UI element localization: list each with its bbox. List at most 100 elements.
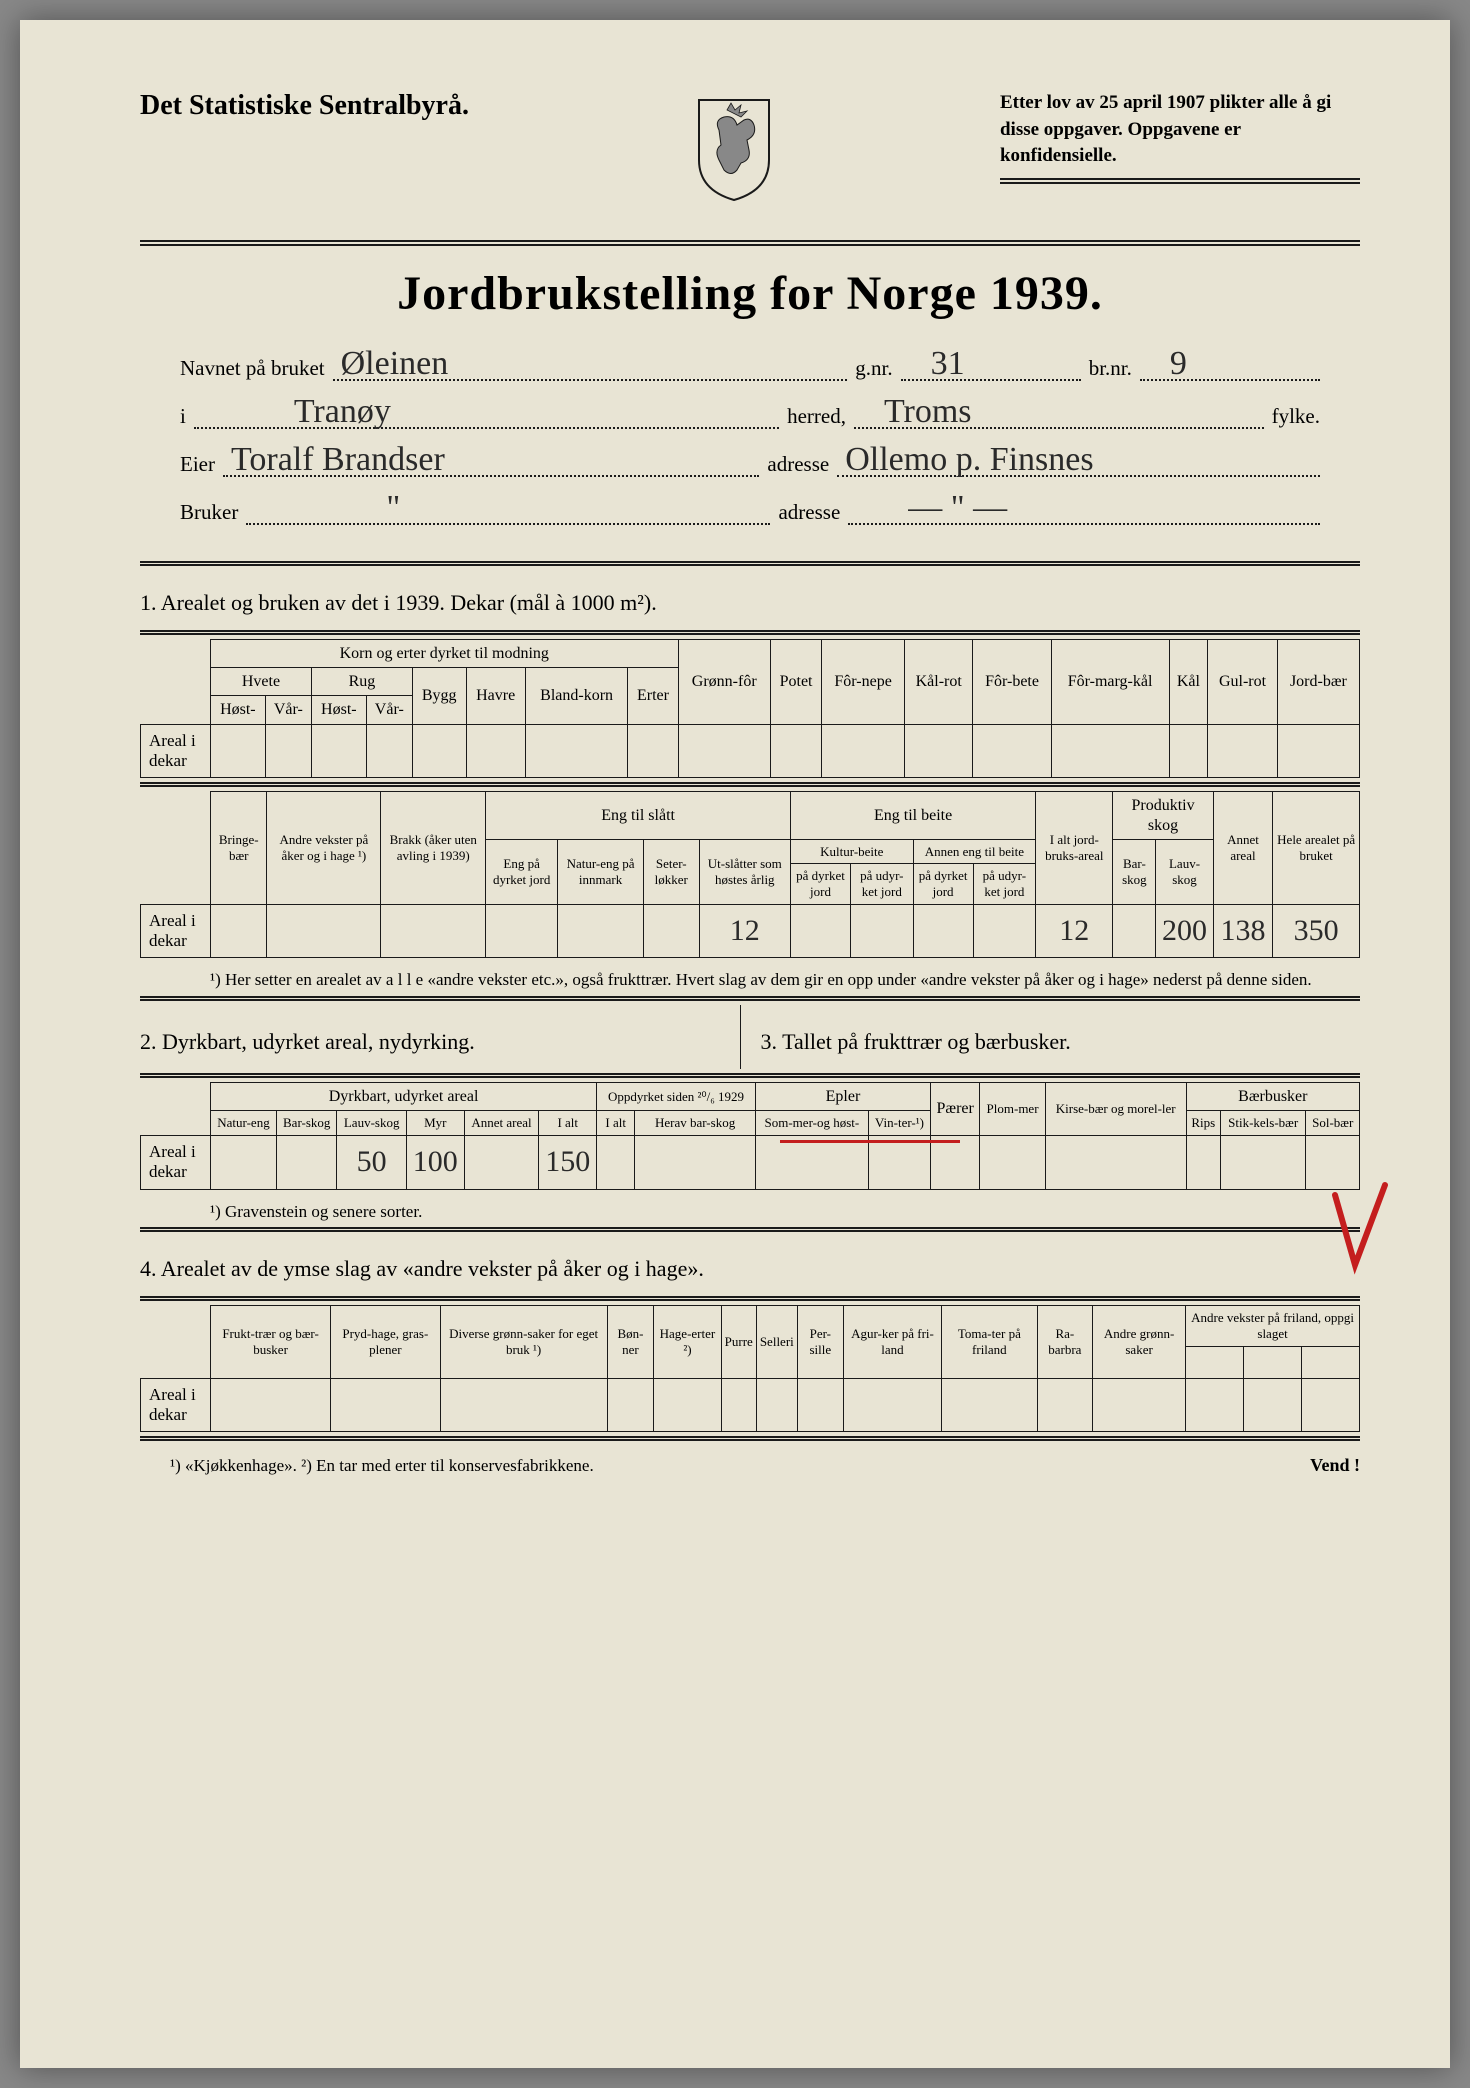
fylke-label: fylke. [1272,404,1320,429]
divider-1b [140,782,1360,787]
farm-name-line: Navnet på bruket Øleinen g.nr. 31 br.nr.… [180,353,1320,381]
s2-lauvskog: Lauv-skog [337,1111,407,1136]
t1-potet: Potet [770,640,821,725]
s2-oppdyrket: Oppdyrket siden ²⁰/₆ 1929 [597,1083,756,1111]
user-addr-value: — " — [908,489,1007,527]
t2-brakk: Brakk (åker uten avling i 1939) [381,792,486,904]
brnr-field: 9 [1140,353,1320,381]
user-line: Bruker " adresse — " — [180,497,1320,525]
law-rule-line [1000,178,1360,184]
user-label: Bruker [180,500,238,525]
s4-frukt: Frukt-trær og bær-busker [211,1306,331,1378]
t1-blandkorn: Bland-korn [525,668,628,724]
red-checkmark-icon [1330,1180,1390,1280]
t2-engdyrket: Eng på dyrket jord [486,839,558,904]
t2-annet: Annet areal [1213,792,1273,904]
t1-erter: Erter [628,668,678,724]
law-notice-text: Etter lov av 25 april 1907 plikter alle … [1000,90,1360,170]
t2-anneneng: Annen eng til beite [913,839,1036,864]
s3-solbaer: Sol-bær [1306,1111,1360,1136]
s3-baerbusker: Bærbusker [1186,1083,1359,1111]
t1-jordbaer: Jord-bær [1277,640,1359,725]
t1-rug: Rug [311,668,412,696]
s3-stikkels: Stik-kels-bær [1220,1111,1306,1136]
s3-kirsebaer: Kirse-bær og morel-ler [1045,1083,1186,1136]
s2-dyrkbart: Dyrkbart, udyrket areal [211,1083,597,1111]
t1-bygg: Bygg [412,668,466,724]
owner-line: Eier Toralf Brandser adresse Ollemo p. F… [180,449,1320,477]
t2-kb-udyrket: på udyr-ket jord [851,864,914,904]
t2-ae-udyrket: på udyr-ket jord [973,864,1036,904]
t2-kulturbeite: Kultur-beite [791,839,914,864]
s3-sommer: Som-mer-og høst- [755,1111,868,1136]
t1-rug-host: Høst- [311,696,366,724]
owner-value: Toralf Brandser [231,441,445,479]
t2-barskog: Bar-skog [1113,839,1156,904]
herred-field: Tranøy [194,401,779,429]
herred-label: herred, [787,404,846,429]
s2-ialt-h2: I alt [597,1111,635,1136]
owner-addr-field: Ollemo p. Finsnes [837,449,1320,477]
brnr-label: br.nr. [1089,356,1132,381]
t2-andrevekster: Andre vekster på åker og i hage ¹) [267,792,381,904]
herred-line: i Tranøy herred, Troms fylke. [180,401,1320,429]
s3-plommer: Plom-mer [980,1083,1046,1136]
t1-gulrot: Gul-rot [1208,640,1278,725]
divider-4 [140,1436,1360,1441]
s4-persille: Per-sille [797,1306,843,1378]
t2-kb-dyrket: på dyrket jord [791,864,851,904]
farm-name-value: Øleinen [341,345,449,383]
user-addr-field: — " — [848,497,1320,525]
section3-heading: 3. Tallet på frukttrær og bærbusker. [761,1029,1361,1055]
red-underline-1 [780,1140,960,1143]
s2-val-ialt: 150 [539,1135,597,1189]
t2-ae-dyrket: på dyrket jord [913,864,973,904]
section23-rule [140,1073,1360,1078]
t2-eng-slatt: Eng til slått [486,792,791,839]
s2-natureng: Natur-eng [211,1111,277,1136]
t1b-row-label: Areal i dekar [141,904,211,958]
header-row: Det Statistiske Sentralbyrå. Etter lov a… [140,90,1360,210]
s3-paerer: Pærer [931,1083,980,1136]
main-title: Jordbrukstelling for Norge 1939. [140,266,1360,321]
t1-formargkal: Fôr-marg-kål [1051,640,1169,725]
farm-name-label: Navnet på bruket [180,356,325,381]
s2-ialt-h: I alt [539,1111,597,1136]
coat-of-arms-icon [684,90,784,210]
t1-rug-var: Vår- [366,696,412,724]
s4-andregronn: Andre grønn-saker [1093,1306,1186,1378]
divider-3 [140,1227,1360,1232]
val-hele: 350 [1273,904,1360,958]
t2-eng-beite: Eng til beite [791,792,1036,839]
section1-heading: 1. Arealet og bruken av det i 1939. Deka… [140,590,1360,616]
t1-havre: Havre [466,668,525,724]
t2-seter: Seter-løkker [643,839,699,904]
t2-natureng: Natur-eng på innmark [558,839,644,904]
section2-heading: 2. Dyrkbart, udyrket areal, nydyrking. [140,1029,740,1055]
user-addr-label: adresse [778,500,840,525]
table-4: Frukt-trær og bær-busker Pryd-hage, gras… [140,1305,1360,1432]
t1-kalrot: Kål-rot [905,640,973,725]
t2-prodskog: Produktiv skog [1113,792,1213,839]
owner-addr-value: Ollemo p. Finsnes [845,441,1093,479]
s3-epler: Epler [755,1083,930,1111]
section1-footnote: ¹) Her setter en arealet av a l l e «and… [140,968,1360,992]
gnr-value: 31 [931,345,965,383]
section4-rule [140,1296,1360,1301]
gnr-label: g.nr. [855,356,892,381]
s4-selleri: Selleri [756,1306,797,1378]
section1-rule [140,630,1360,635]
table-1b: Bringe-bær Andre vekster på åker og i ha… [140,791,1360,958]
s4-agurker: Agur-ker på fri-land [843,1306,941,1378]
val-ialt: 12 [1036,904,1113,958]
gnr-field: 31 [901,353,1081,381]
t4-row-label: Areal i dekar [141,1378,211,1432]
t2-hele: Hele arealet på bruket [1273,792,1360,904]
section4-heading: 4. Arealet av de ymse slag av «andre vek… [140,1256,1360,1282]
section2-block: 2. Dyrkbart, udyrket areal, nydyrking. [140,1005,740,1069]
owner-field: Toralf Brandser [223,449,759,477]
divider-1 [140,561,1360,566]
t1-fornepe: Fôr-nepe [822,640,905,725]
s2-barskog: Bar-skog [277,1111,337,1136]
s2-annet: Annet areal [464,1111,539,1136]
